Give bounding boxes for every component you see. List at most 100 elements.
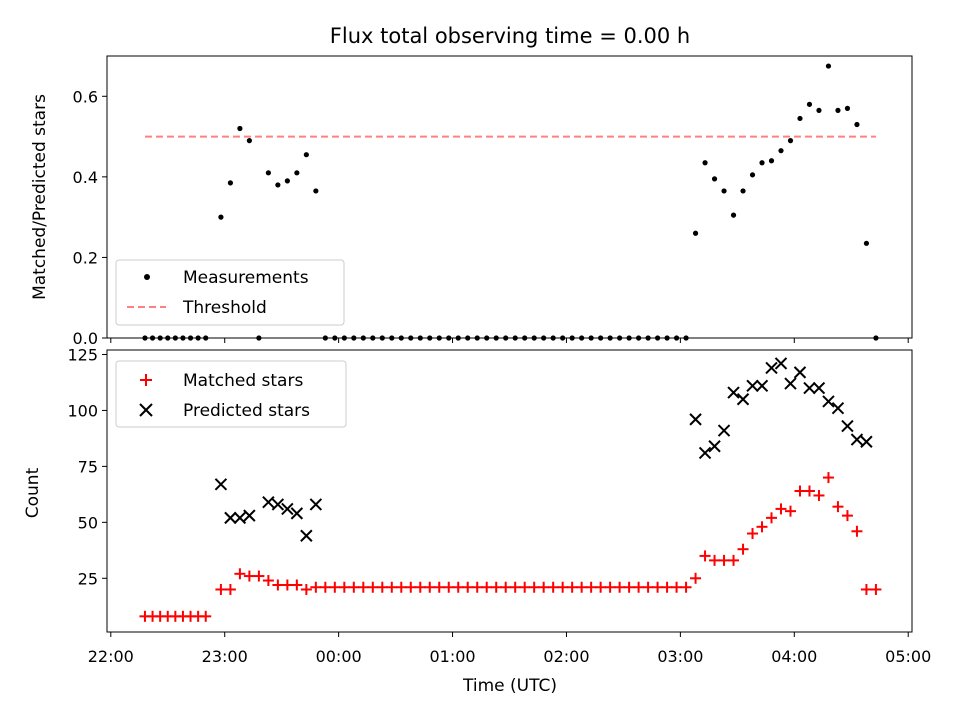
count-x-tick-label: 05:00	[885, 647, 931, 666]
measurement-point	[294, 170, 300, 176]
matched-star-point	[395, 581, 407, 593]
predicted-star-point	[831, 401, 845, 415]
matched-star-point	[338, 581, 350, 593]
matched-star-point	[538, 581, 550, 593]
matched-star-point	[243, 570, 255, 582]
predicted-star-point	[727, 386, 740, 399]
legend-threshold-label: Threshold	[182, 298, 267, 318]
matched-star-point	[481, 581, 493, 593]
matched-star-point	[414, 581, 426, 593]
matched-star-point	[822, 472, 834, 484]
measurement-point	[749, 172, 756, 178]
x-axis-label: Time (UTC)	[462, 676, 557, 696]
measurement-point	[787, 138, 794, 144]
predicted-star-point	[774, 357, 788, 370]
measurement-point	[740, 188, 746, 194]
predicted-star-point	[224, 511, 237, 525]
ratio-y-axis-label: Matched/Predicted stars	[30, 94, 50, 300]
predicted-star-point	[708, 440, 721, 453]
matched-star-point	[699, 550, 711, 562]
legend-predicted-marker	[139, 403, 153, 417]
predicted-star-point	[746, 379, 759, 393]
matched-star-point	[433, 581, 445, 593]
measurement-point	[246, 138, 252, 144]
predicted-star-point	[271, 498, 285, 511]
matched-star-point	[509, 581, 521, 593]
matched-star-point	[300, 583, 312, 595]
measurement-point	[854, 121, 860, 128]
predicted-star-point	[793, 366, 807, 379]
matched-star-point	[348, 581, 360, 593]
matched-star-point	[652, 581, 664, 593]
count-y-tick-label: 125	[67, 345, 98, 364]
matched-star-point	[661, 581, 673, 593]
matched-star-point	[367, 581, 379, 593]
predicted-star-point	[309, 498, 323, 511]
measurement-point	[303, 152, 309, 158]
measurement-point	[237, 125, 243, 132]
matched-star-point	[604, 581, 616, 593]
predicted-star-point	[860, 435, 873, 448]
legend-measurements-label: Measurements	[183, 268, 309, 288]
predicted-star-point	[290, 507, 304, 520]
matched-star-point	[813, 489, 825, 501]
ratio-plot-frame	[106, 55, 913, 339]
predicted-star-point	[300, 529, 313, 542]
matched-star-point	[803, 485, 815, 497]
matched-star-point	[234, 568, 246, 580]
matched-star-point	[747, 528, 759, 540]
matched-star-point	[386, 581, 398, 593]
matched-star-point	[642, 581, 654, 593]
measurement-point	[692, 230, 699, 236]
matched-star-point	[443, 581, 455, 593]
predicted-star-point	[698, 446, 712, 460]
measurement-point	[227, 180, 234, 186]
matched-star-point	[262, 575, 274, 587]
matched-star-point	[462, 581, 474, 593]
matched-star-point	[680, 581, 692, 593]
ratio-y-tick-label: 0.6	[73, 87, 98, 106]
ratio-legend: Measurements Threshold	[115, 259, 345, 326]
matched-star-point	[200, 610, 212, 622]
ratio-y-tick-label: 0.4	[73, 168, 98, 187]
matched-star-point	[357, 581, 369, 593]
predicted-star-point	[755, 379, 769, 393]
measurement-point	[806, 101, 813, 107]
predicted-star-point	[281, 502, 294, 516]
matched-star-point	[841, 510, 853, 522]
matched-star-point	[376, 581, 388, 593]
matched-star-point	[424, 581, 436, 593]
matched-star-point	[215, 583, 227, 595]
count-y-tick-label: 100	[67, 401, 98, 420]
ratio-panel: 0.0 0.2 0.4 0.6 Matched/Predicted stars Mea…	[30, 55, 913, 348]
count-plot-frame	[106, 349, 913, 633]
matched-star-point	[500, 581, 512, 593]
matched-star-point	[557, 581, 569, 593]
predicted-star-point	[765, 361, 778, 375]
matched-star-point	[329, 581, 341, 593]
count-y-tick-label: 75	[78, 457, 98, 476]
matched-star-point	[832, 501, 844, 513]
matched-star-point	[633, 581, 645, 593]
count-y-tick-label: 50	[78, 513, 98, 532]
measurement-point	[863, 240, 870, 246]
predicted-star-point	[717, 424, 731, 437]
measurement-point	[768, 158, 775, 164]
count-legend: Matched stars Predicted stars	[115, 360, 347, 428]
matched-star-point	[775, 503, 787, 515]
matched-star-point	[623, 581, 635, 593]
matched-star-point	[291, 579, 303, 591]
matched-star-point	[253, 570, 265, 582]
matched-star-point	[566, 581, 578, 593]
matched-star-point	[519, 581, 531, 593]
matched-star-point	[281, 579, 293, 591]
measurement-point	[844, 105, 851, 111]
count-x-tick-label: 00:00	[316, 647, 362, 666]
legend-matched-label: Matched stars	[183, 371, 303, 391]
predicted-star-point	[822, 395, 835, 408]
measurement-point	[275, 182, 281, 188]
count-y-tick-label: 25	[78, 569, 98, 588]
matched-star-point	[471, 581, 483, 593]
matched-star-point	[718, 554, 730, 566]
